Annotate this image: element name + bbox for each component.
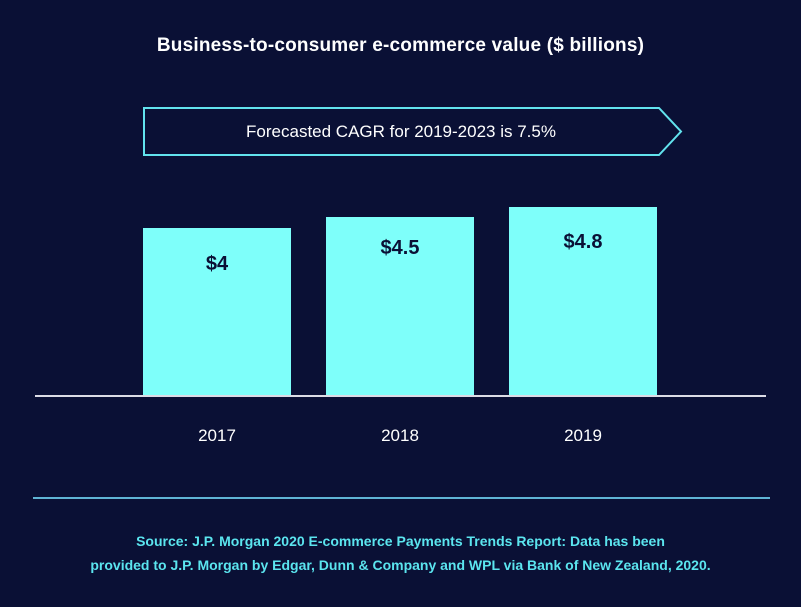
footer-divider-line [33, 497, 770, 499]
bar-value-label: $4.8 [563, 231, 603, 253]
x-tick-2017: 2017 [198, 426, 236, 445]
source-line-1: Source: J.P. Morgan 2020 E-commerce Paym… [136, 533, 665, 549]
bar-2017: $4 [143, 228, 291, 396]
x-axis-line [35, 395, 766, 397]
source-attribution: Source: J.P. Morgan 2020 E-commerce Paym… [0, 529, 801, 577]
bar-value-label: $4.5 [380, 237, 420, 259]
bar-2018: $4.5 [326, 217, 474, 396]
bar-2019: $4.8 [509, 207, 657, 396]
source-line-2: provided to J.P. Morgan by Edgar, Dunn &… [90, 557, 711, 573]
bar-value-label: $4 [205, 253, 229, 275]
x-tick-2019: 2019 [564, 426, 602, 445]
x-tick-2018: 2018 [381, 426, 419, 445]
chart-title: Business-to-consumer e-commerce value ($… [156, 35, 645, 56]
cagr-banner: Forecasted CAGR for 2019-2023 is 7.5% [143, 107, 683, 156]
arrow-banner-shape [143, 107, 683, 156]
cagr-banner-text: Forecasted CAGR for 2019-2023 is 7.5% [246, 121, 556, 141]
